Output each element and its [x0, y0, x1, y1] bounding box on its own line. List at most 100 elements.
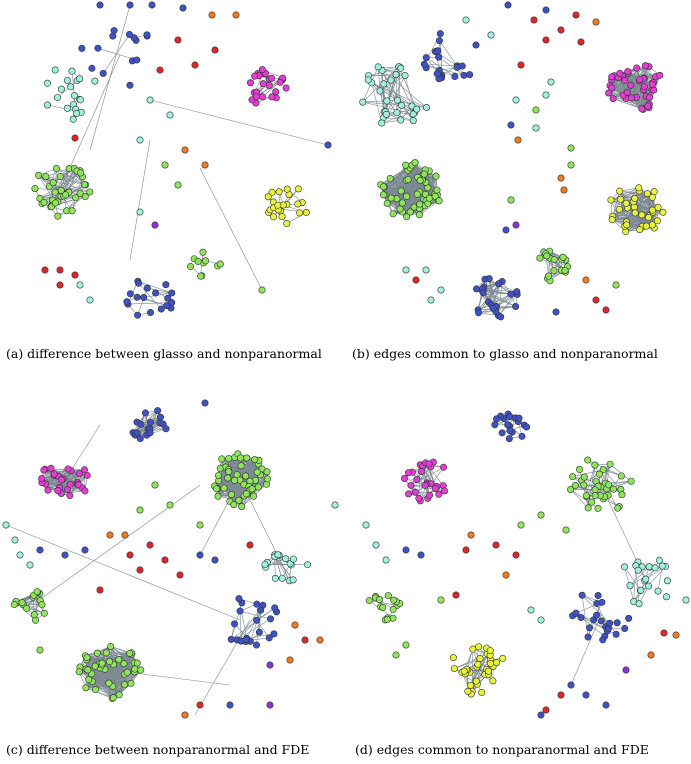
graph-node [647, 651, 655, 659]
graph-node [435, 37, 443, 45]
graph-node [72, 194, 80, 202]
graph-node [54, 212, 62, 220]
graph-node [331, 501, 339, 509]
graph-node [584, 633, 592, 641]
graph-node [642, 222, 650, 230]
graph-node [497, 313, 505, 321]
graph-node [50, 470, 58, 478]
graph-node [486, 647, 494, 655]
graph-node [242, 472, 250, 480]
graph-node [648, 206, 656, 214]
graph-node [634, 566, 642, 574]
graph-node [434, 47, 442, 55]
graph-node [409, 117, 417, 125]
graph-node [672, 631, 680, 639]
graph-node [176, 571, 184, 579]
graph-node [10, 601, 18, 609]
graph-edge [223, 457, 241, 489]
graph-node [467, 531, 475, 539]
graph-node [137, 420, 145, 428]
graph-node [259, 93, 267, 101]
graph-node [102, 649, 110, 657]
graph-node [402, 546, 410, 554]
graph-edge [624, 566, 642, 591]
graph-edge [610, 187, 639, 201]
graph-node [121, 531, 129, 539]
graph-node [294, 185, 302, 193]
graph-node [43, 101, 51, 109]
graph-node [157, 305, 165, 313]
graph-node [84, 666, 92, 674]
graph-node [161, 161, 169, 169]
graph-edge [253, 472, 258, 497]
graph-node [383, 199, 391, 207]
graph-node [211, 556, 219, 564]
graph-node [635, 600, 643, 608]
graph-edge [259, 610, 261, 633]
graph-node [235, 595, 243, 603]
graph-node [236, 607, 244, 615]
graph-edge [579, 469, 589, 508]
graph-node [406, 208, 414, 216]
graph-node [472, 41, 480, 49]
graph-node [383, 97, 391, 105]
graph-node [606, 619, 614, 627]
graph-node [635, 184, 643, 192]
graph-node [645, 563, 653, 571]
graph-edge [256, 620, 270, 639]
graph-node [422, 54, 430, 62]
graph-node [594, 504, 602, 512]
graph-node [492, 541, 500, 549]
graph-node [609, 95, 617, 103]
graph-node [166, 501, 174, 509]
graph-node [69, 115, 77, 123]
graph-node [389, 614, 397, 622]
graph-node [51, 66, 59, 74]
graph-node [268, 93, 276, 101]
graph-edge [627, 84, 653, 93]
graph-node [96, 1, 104, 9]
graph-panel-c [0, 385, 345, 735]
graph-edge [626, 217, 649, 226]
graph-node [80, 466, 88, 474]
graph-node [413, 476, 421, 484]
graph-edge [41, 478, 71, 485]
graph-node [283, 220, 291, 228]
graph-node [638, 105, 646, 113]
graph-node [644, 102, 652, 110]
graph-node [504, 1, 512, 9]
graph-node [602, 701, 610, 709]
graph-node [270, 213, 278, 221]
graph-node [218, 455, 226, 463]
graph-node [507, 290, 515, 298]
graph-edge [570, 614, 602, 686]
graph-node [495, 280, 503, 288]
graph-node [537, 616, 545, 624]
graph-node [400, 474, 408, 482]
graph-node [460, 667, 468, 675]
graph-node [372, 541, 380, 549]
graph-node [605, 89, 613, 97]
graph-node [648, 80, 656, 88]
graph-edge [86, 657, 110, 662]
graph-node [66, 492, 74, 500]
graph-node [622, 666, 630, 674]
graph-edge [199, 167, 263, 291]
graph-node [383, 615, 391, 623]
graph-node [389, 605, 397, 613]
graph-node [56, 173, 64, 181]
graph-node [451, 72, 459, 80]
caption-b: (b) edges common to glasso and nonparano… [352, 346, 658, 361]
graph-node [532, 124, 540, 132]
graph-edge [95, 663, 125, 690]
graph-node [514, 136, 522, 144]
graph-node [214, 492, 222, 500]
graph-node [243, 454, 251, 462]
graph-node [211, 46, 219, 54]
graph-node [99, 69, 107, 77]
graph-node [591, 486, 599, 494]
graph-node [478, 689, 486, 697]
graph-edge [385, 111, 414, 121]
graph-node [512, 303, 520, 311]
graph-node [289, 555, 297, 563]
